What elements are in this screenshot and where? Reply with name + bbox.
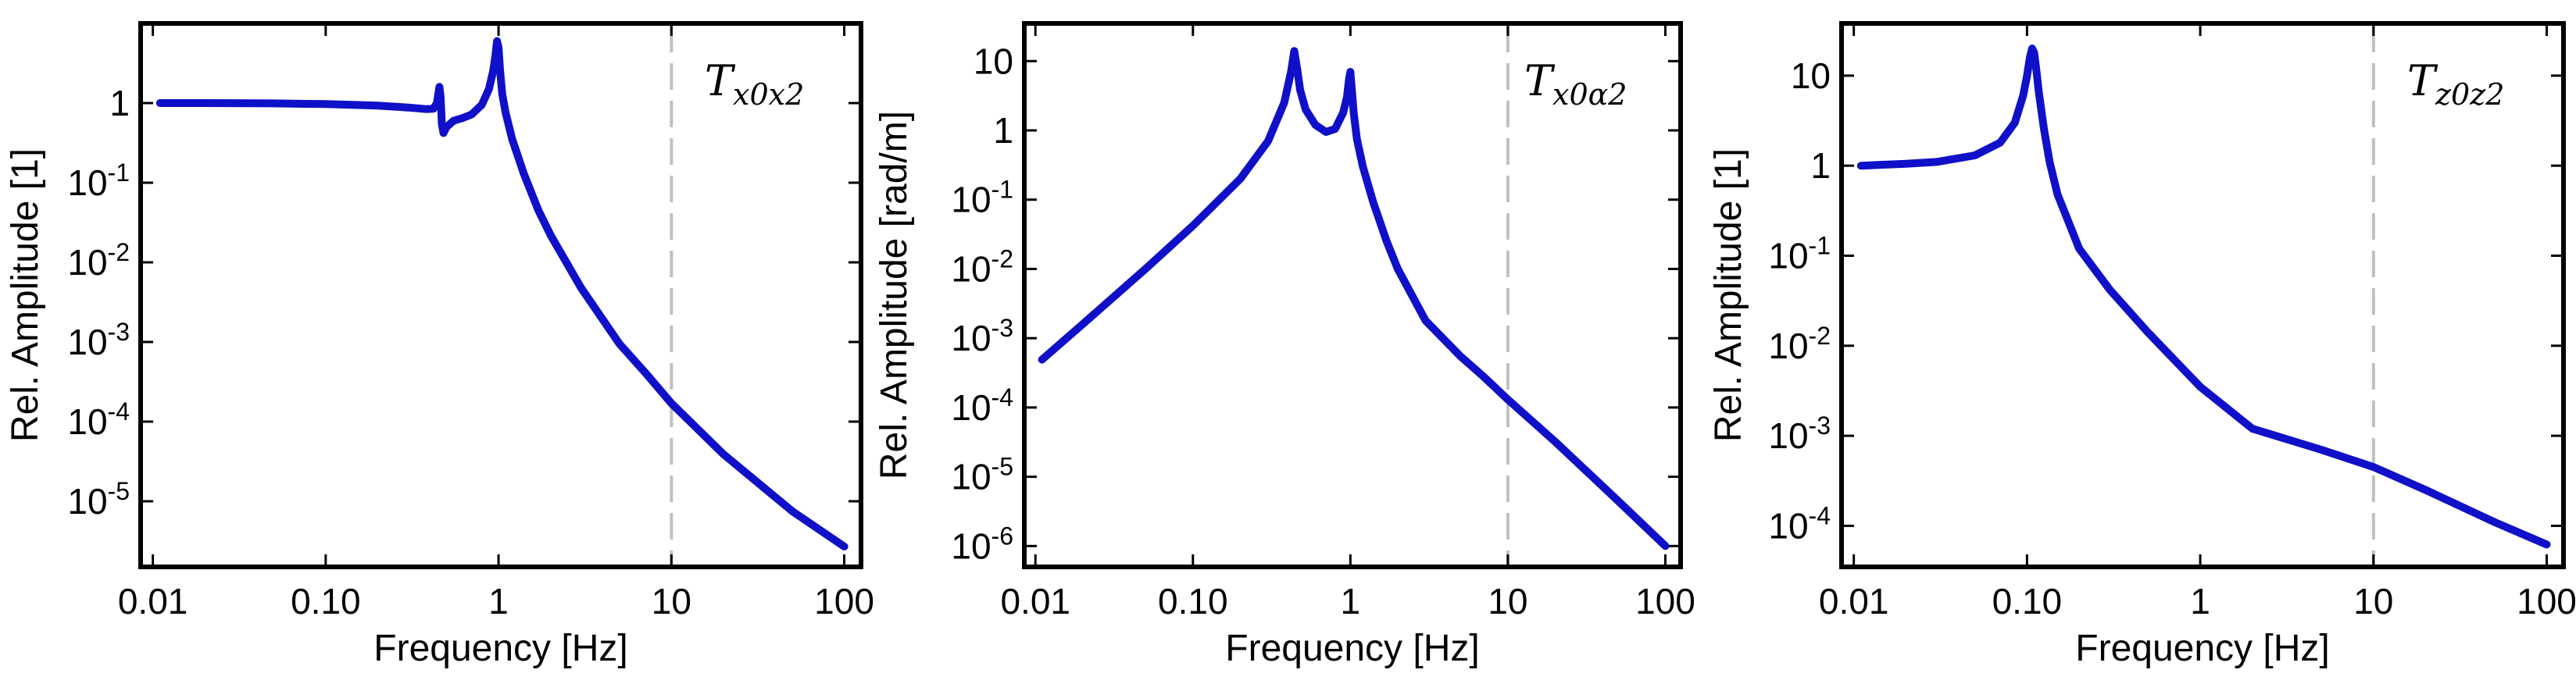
y-tick-label: 1 [109,83,130,123]
panel-title: Tz0z2 [2407,56,2504,112]
y-tick-label: 10-6 [951,522,1013,566]
chart-panel-tx0x2: 0.01 0.10 1 10 100 1 10-1 10-2 10-3 10-4 10-5 Frequ… [5,21,874,669]
y-tick-label: 10-1 [951,176,1013,220]
x-tick-label: 0.01 [1819,581,1889,622]
x-tick-label: 10 [1488,581,1527,622]
y-tick-label: 1 [1810,145,1831,186]
x-axis-label: Frequency [Hz] [2075,628,2329,669]
y-tick-label: 10-5 [67,477,130,522]
x-tick-label: 10 [2353,581,2393,622]
x-tick-label: 0.10 [1158,581,1228,622]
y-tick-label: 10-1 [1768,231,1831,276]
y-tick-label: 10-3 [1768,411,1831,456]
x-tick-label: 100 [1635,581,1695,622]
y-axis-label: Rel. Amplitude [1] [1708,148,1749,442]
plot-frame [138,21,863,569]
y-axis-label: Rel. Amplitude [rad/m] [874,111,915,479]
y-tick-label: 10-3 [67,318,130,362]
y-tick-label: 10 [1791,55,1831,96]
x-tick-label: 0.01 [1000,581,1070,622]
y-tick-label: 10-1 [67,159,130,203]
chart-panel-tx0alpha2: 0.01 0.10 1 10 100 10 1 10-1 10-2 10-3 10-4 10-5 10-… [874,21,1695,669]
x-tick-label: 0.10 [291,581,361,622]
series-line-tz0z2 [1856,45,2551,549]
y-tick-label: 10-2 [951,244,1013,289]
x-tick-label: 1 [2190,581,2210,622]
x-tick-label: 100 [2517,581,2576,622]
x-tick-label: 10 [652,581,691,622]
y-tick-label: 10 [974,41,1013,81]
x-tick-label: 1 [1341,581,1361,622]
x-tick-label: 100 [814,581,874,622]
x-tick-label: 1 [488,581,509,622]
y-tick-label: 10-4 [67,397,130,442]
plot-frame [1839,21,2566,569]
x-tick-label: 0.01 [118,581,188,622]
y-tick-label: 10-4 [1768,501,1831,546]
series-line-tx0alpha2 [1038,47,1670,550]
x-tick-label: 0.10 [1992,581,2063,622]
chart-panel-tz0z2: 0.01 0.10 1 10 100 10 1 10-1 10-2 10-3 10-4 Frequen… [1708,21,2576,669]
plot-frame [1022,21,1683,569]
panel-title: Tx0x2 [705,56,804,112]
x-axis-label: Frequency [Hz] [373,628,627,669]
y-tick-label: 10-5 [951,453,1013,497]
y-tick-label: 10-3 [951,314,1013,358]
y-axis-label: Rel. Amplitude [1] [5,148,46,442]
series-line-tx0x2 [155,37,849,550]
y-tick-label: 1 [993,110,1013,151]
x-axis-label: Frequency [Hz] [1225,628,1479,669]
y-tick-label: 10-2 [1768,322,1831,366]
panel-title: Tx0α2 [1524,56,1627,112]
y-tick-label: 10-4 [951,383,1013,428]
y-tick-label: 10-2 [67,238,130,283]
